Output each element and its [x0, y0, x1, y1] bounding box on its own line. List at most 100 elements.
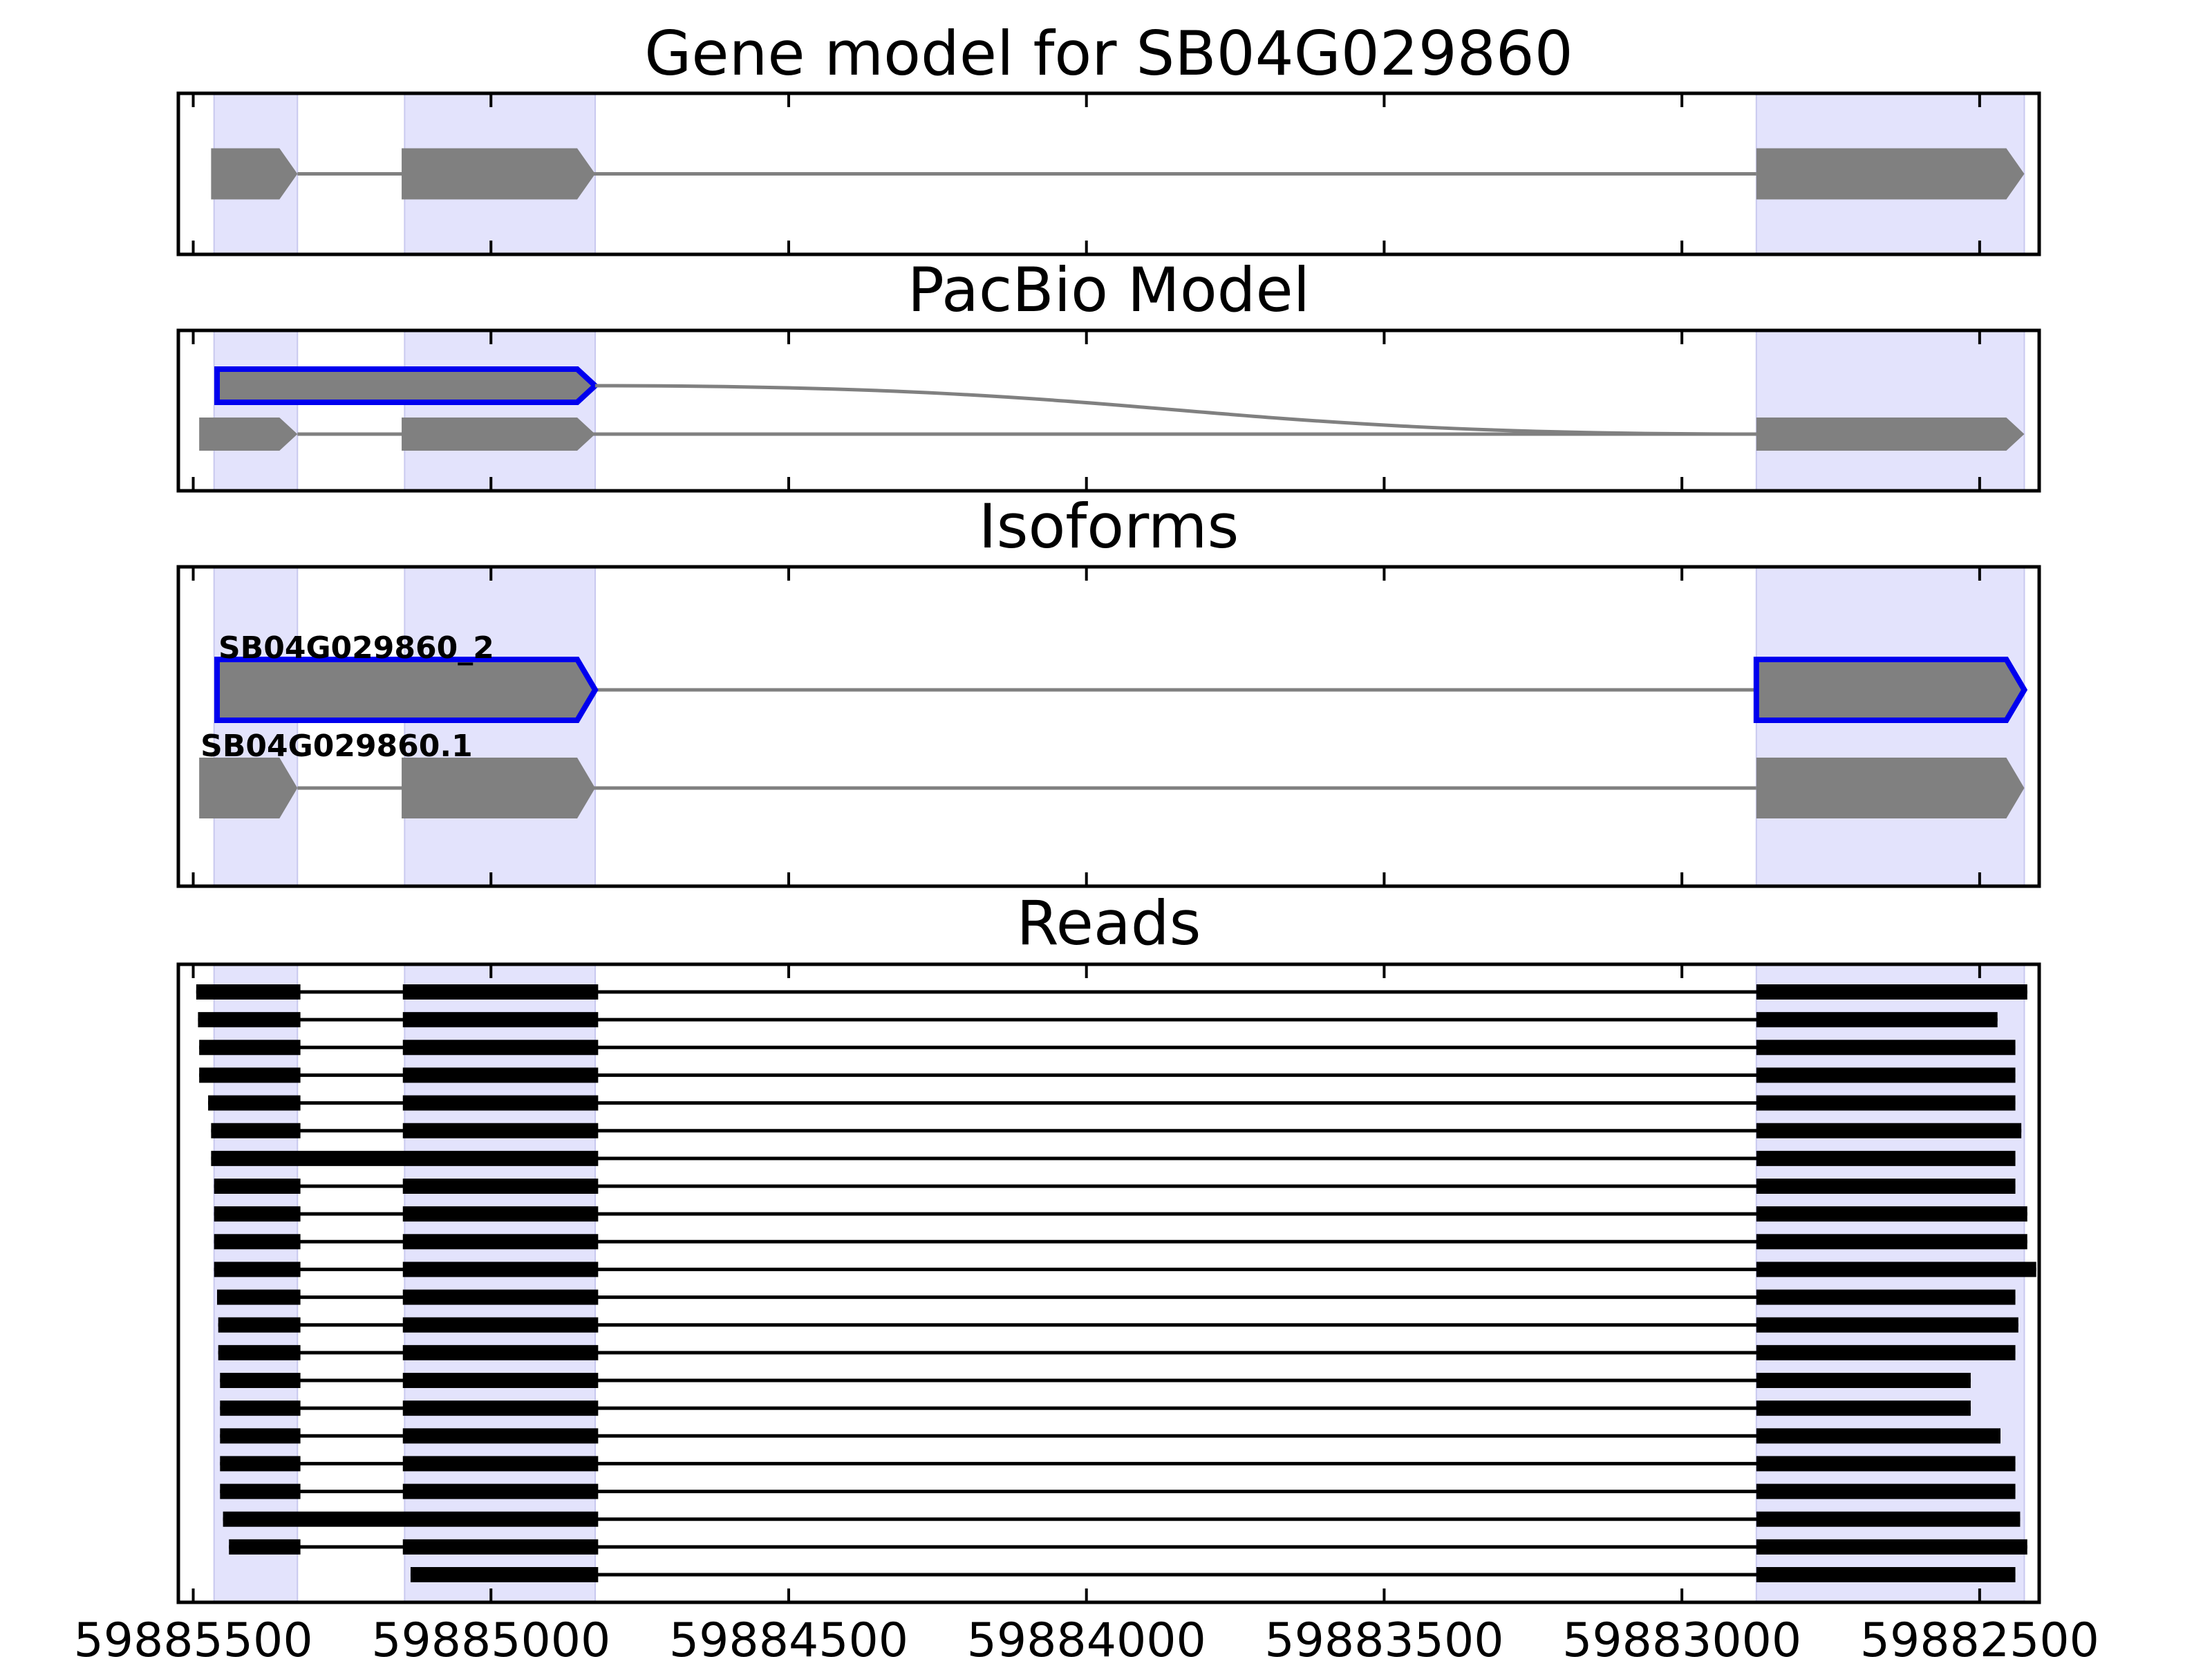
read-block	[402, 1428, 599, 1444]
read-row	[214, 1234, 2027, 1250]
read-block	[198, 1012, 301, 1028]
read-block	[1756, 1040, 2016, 1056]
x-tick-label: 59882500	[1860, 1613, 2099, 1659]
model	[211, 148, 2025, 200]
read-block	[402, 1123, 599, 1138]
exon-highlight-band	[404, 330, 597, 491]
read-row	[214, 1206, 2027, 1222]
read-block	[220, 1400, 301, 1416]
exon-shape	[402, 418, 596, 451]
read-row	[223, 1511, 2021, 1527]
read-block	[402, 1206, 599, 1222]
exon-highlight-band	[404, 964, 597, 1603]
read-block	[402, 1067, 599, 1083]
read-block	[1756, 1344, 2016, 1360]
read-block	[1756, 1428, 2001, 1444]
read-block	[214, 1179, 301, 1194]
read-block	[199, 1067, 301, 1083]
exon-shape	[214, 366, 599, 405]
read-block	[220, 1373, 301, 1388]
exon-highlight-band	[404, 566, 597, 887]
read-block	[402, 1234, 599, 1250]
read-block	[402, 1344, 599, 1360]
read-block	[402, 1400, 599, 1416]
read-block	[1756, 1373, 1971, 1388]
read-block	[1756, 984, 2027, 1000]
selected-model	[214, 366, 599, 405]
panel-title: PacBio Model	[908, 254, 1310, 326]
x-tick-label: 59883500	[1264, 1613, 1503, 1659]
read-block	[1756, 1067, 2016, 1083]
read-row	[196, 984, 2027, 1000]
read-block	[402, 984, 599, 1000]
read-block	[1756, 1179, 2016, 1194]
read-block	[223, 1511, 599, 1527]
splice-junction-curve	[595, 384, 1756, 436]
read-block	[402, 1483, 599, 1499]
exon-shape	[1756, 148, 2025, 200]
read-block	[220, 1483, 301, 1499]
read-block	[214, 1234, 301, 1250]
read-row	[216, 1289, 2016, 1305]
read-row	[218, 1317, 2018, 1333]
read-block	[1756, 1150, 2016, 1166]
read-block	[220, 1456, 301, 1472]
exon-shape	[214, 657, 599, 723]
panel-title: Gene model for SB04G029860	[644, 18, 1573, 89]
read-block	[402, 1317, 599, 1333]
x-tick-label: 59884500	[669, 1613, 908, 1659]
read-row	[218, 1344, 2016, 1360]
read-row	[220, 1400, 1971, 1416]
read-block	[208, 1095, 301, 1111]
exon-highlight-band	[1755, 964, 2025, 1603]
read-block	[229, 1539, 301, 1555]
read-block	[214, 1262, 301, 1277]
read-block	[1756, 1123, 2022, 1138]
read-row	[199, 1067, 2016, 1083]
x-tick-label: 59883000	[1562, 1613, 1801, 1659]
x-tick-label: 59884000	[967, 1613, 1206, 1659]
read-block	[402, 1289, 599, 1305]
exon-shape	[199, 418, 298, 451]
read-block	[1756, 1095, 2016, 1111]
x-tick-label: 59885500	[73, 1613, 312, 1659]
read-block	[196, 984, 301, 1000]
read-row	[214, 1262, 2036, 1277]
panel-frame	[176, 328, 2041, 493]
read-block	[218, 1344, 301, 1360]
exon-highlight-band	[1755, 566, 2025, 887]
exon-highlight-band	[213, 566, 299, 887]
panel-2: PacBio Model	[176, 254, 2041, 493]
read-block	[199, 1040, 301, 1056]
exon-highlight-band	[213, 964, 299, 1603]
read-row	[208, 1095, 2016, 1111]
read-block	[402, 1539, 599, 1555]
panel-title: Isoforms	[979, 491, 1239, 562]
read-block	[402, 1373, 599, 1388]
read-block	[402, 1262, 599, 1277]
read-block	[214, 1206, 301, 1222]
model	[199, 418, 2025, 451]
read-block	[218, 1317, 301, 1333]
read-block	[1756, 1234, 2027, 1250]
panel-frame	[176, 565, 2041, 888]
panel-title: Reads	[1017, 888, 1201, 959]
panel-4: Reads 59885500 59885000 59884500 59884000 598…	[73, 888, 2099, 1659]
read-block	[211, 1123, 301, 1138]
exon-shape	[199, 758, 298, 818]
read-block	[402, 1456, 599, 1472]
read-block	[402, 1179, 599, 1194]
read-row	[220, 1428, 2001, 1444]
read-block	[1756, 1400, 1971, 1416]
panel-1: Gene model for SB04G029860	[176, 18, 2041, 256]
read-block	[1756, 1317, 2018, 1333]
read-block	[1756, 1539, 2027, 1555]
read-block	[1756, 1567, 2016, 1582]
exon-shape	[211, 148, 298, 200]
x-tick-label: 59885000	[371, 1613, 610, 1659]
exon-shape	[402, 148, 596, 200]
read-row	[220, 1456, 2016, 1472]
isoform-label: SB04G029860.1	[200, 729, 473, 764]
read-block	[1756, 1483, 2016, 1499]
